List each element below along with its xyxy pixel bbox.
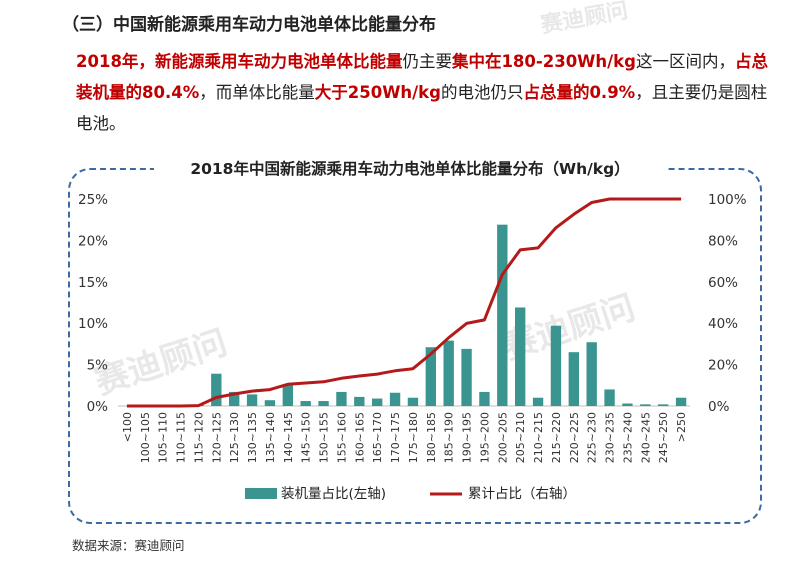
bar [229, 391, 240, 406]
x-tick-label: 240~245 [639, 412, 652, 463]
bar [282, 384, 293, 406]
x-tick-label: 150~155 [318, 412, 331, 463]
x-tick-label: 230~235 [604, 412, 617, 463]
bar [479, 391, 490, 406]
bar [318, 401, 329, 406]
x-tick-label: 110~115 [175, 412, 188, 463]
bar [443, 340, 454, 406]
x-tick-label: 160~165 [353, 412, 366, 463]
x-tick-label: <100 [121, 412, 134, 442]
bar [550, 325, 562, 406]
x-tick-label: 130~135 [246, 412, 259, 463]
bar [497, 224, 508, 406]
x-tick-label: 200~205 [496, 412, 509, 463]
bar [211, 373, 222, 406]
y-left-tick-label: 15% [78, 275, 108, 291]
highlight-text: 集中在180-230Wh/kg [451, 52, 636, 71]
body-text: 仍主要 [402, 52, 452, 71]
summary-paragraph: 2018年，新能源乘用车动力电池单体比能量仍主要集中在180-230Wh/kg这… [76, 46, 776, 139]
x-tick-label: 185~190 [443, 412, 456, 463]
bar [389, 392, 401, 406]
bar [461, 348, 472, 406]
x-tick-label: 155~160 [335, 412, 348, 463]
y-right-tick-label: 100% [708, 192, 747, 208]
y-right-tick-label: 60% [708, 275, 738, 291]
x-tick-label: 135~140 [264, 412, 277, 463]
bar [515, 307, 526, 406]
highlight-text: 占总量的0.9% [523, 83, 636, 102]
bar [407, 397, 419, 406]
legend-bar-swatch [245, 488, 277, 499]
x-tick-label: 225~230 [586, 412, 599, 463]
y-right-tick-label: 0% [708, 399, 730, 415]
bar [264, 400, 276, 406]
bar [532, 397, 544, 406]
body-text: ，而单体比能量 [199, 83, 315, 102]
y-right-tick-label: 20% [708, 358, 738, 374]
bar [246, 394, 258, 406]
y-right-tick-label: 80% [708, 233, 738, 249]
body-text: 的电池仍只 [440, 83, 524, 102]
bar [336, 391, 347, 406]
bar [658, 404, 669, 406]
data-source: 数据来源：赛迪顾问 [72, 538, 185, 553]
cumulative-line [126, 197, 682, 408]
y-right-tick-label: 40% [708, 316, 738, 332]
chart-title: 2018年中国新能源乘用车动力电池单体比能量分布（Wh/kg） [154, 154, 666, 184]
highlight-text: 占总装机量的80.4% [76, 52, 768, 102]
x-tick-label: 100~105 [139, 412, 152, 463]
x-tick-label: 120~125 [210, 412, 223, 463]
x-tick-label: 190~195 [461, 412, 474, 463]
y-left-tick-label: 0% [87, 399, 109, 415]
bar [675, 397, 687, 406]
x-tick-label: 165~170 [371, 412, 384, 463]
y-left-tick-label: 10% [78, 316, 108, 332]
section-title: （三）中国新能源乘用车动力电池单体比能量分布 [62, 15, 436, 35]
bar [586, 342, 597, 406]
x-tick-label: 215~220 [550, 412, 563, 463]
bar [300, 401, 311, 406]
x-tick-label: 205~210 [514, 412, 527, 463]
bar [622, 403, 633, 406]
x-tick-label: 105~110 [157, 412, 170, 463]
highlight-text: 2018年， [76, 52, 155, 71]
y-left-tick-label: 25% [78, 192, 108, 208]
highlight-text: 大于250Wh/kg [314, 83, 441, 102]
body-text: ，且主要仍是圆柱电池。 [76, 83, 768, 133]
x-tick-label: 220~225 [568, 412, 581, 463]
highlight-text: 新能源乘用车动力电池单体比能量 [154, 52, 403, 71]
bar [354, 396, 365, 406]
x-tick-label: 175~180 [407, 412, 420, 463]
x-tick-label: 145~150 [300, 412, 313, 463]
x-tick-label: 210~215 [532, 412, 545, 463]
bar [640, 404, 651, 406]
x-tick-label: 195~200 [478, 412, 491, 463]
x-tick-label: 115~120 [192, 412, 205, 463]
bar [604, 389, 615, 406]
bar [372, 398, 383, 406]
y-left-tick-label: 20% [78, 233, 108, 249]
x-tick-label: >250 [675, 412, 688, 442]
bar [425, 347, 436, 406]
body-text: 这一区间内， [635, 52, 735, 71]
legend-bar-label: 装机量占比(左轴) [281, 486, 386, 502]
x-tick-label: 235~240 [621, 412, 634, 463]
x-tick-label: 180~185 [425, 412, 438, 463]
legend-line-label: 累计占比（右轴） [468, 486, 576, 502]
y-left-tick-label: 5% [87, 358, 109, 374]
x-tick-label: 140~145 [282, 412, 295, 463]
bar [568, 352, 579, 406]
x-tick-label: 245~250 [657, 412, 670, 463]
x-tick-label: 170~175 [389, 412, 402, 463]
x-tick-label: 125~130 [228, 412, 241, 463]
